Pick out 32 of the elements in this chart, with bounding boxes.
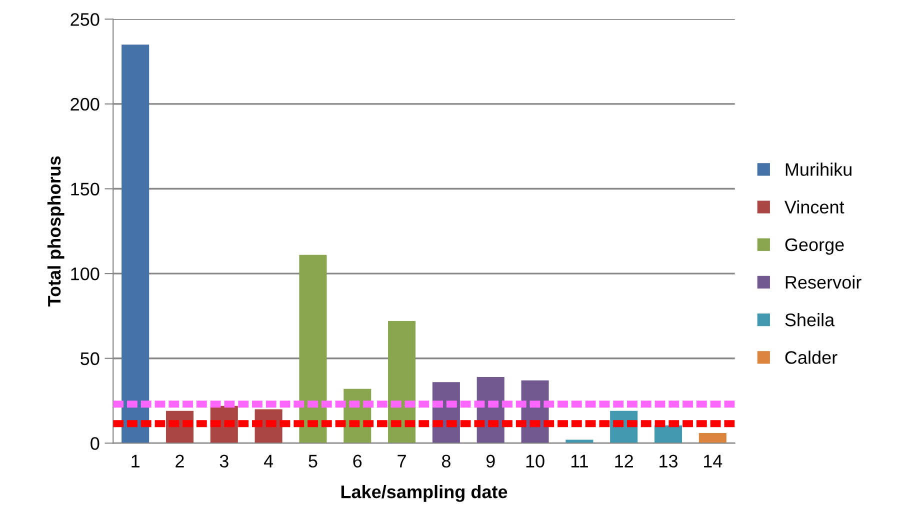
- legend-label: George: [785, 238, 844, 255]
- legend-label: Murihiku: [786, 162, 852, 176]
- bar: [299, 254, 327, 444]
- x-tick-label: 8: [442, 454, 450, 468]
- x-tick-label: 9: [486, 454, 495, 468]
- legend-label: Vincent: [784, 200, 844, 214]
- bar: [122, 44, 150, 444]
- x-tick-label: 5: [308, 454, 318, 468]
- x-tick-label: 13: [660, 454, 678, 468]
- y-tick-label: 50: [80, 352, 100, 366]
- y-axis-title: Total phosphorus: [47, 156, 64, 307]
- y-tick-label: 200: [70, 98, 100, 111]
- x-tick-label: 4: [264, 454, 274, 468]
- x-tick-label: 10: [526, 454, 544, 468]
- legend-label: Calder: [785, 350, 838, 364]
- bar: [388, 321, 416, 444]
- y-tick-label: 150: [71, 182, 100, 196]
- y-tick-label: 0: [90, 437, 100, 450]
- x-tick-label: 14: [704, 454, 722, 468]
- x-tick-label: 3: [220, 454, 228, 468]
- y-tick-label: 100: [71, 267, 100, 280]
- x-tick-label: 12: [615, 454, 633, 468]
- y-tick-label: 250: [70, 13, 100, 26]
- x-tick-label: 11: [571, 454, 588, 468]
- x-tick-label: 1: [132, 454, 140, 468]
- legend-label: Reservoir: [786, 275, 862, 289]
- x-tick-label: 6: [353, 454, 362, 468]
- x-axis-title: Lake/sampling date: [341, 484, 508, 502]
- x-tick-label: 7: [398, 454, 406, 468]
- legend-label: Sheila: [785, 313, 835, 326]
- x-tick-label: 2: [176, 454, 184, 468]
- bar: [698, 432, 726, 444]
